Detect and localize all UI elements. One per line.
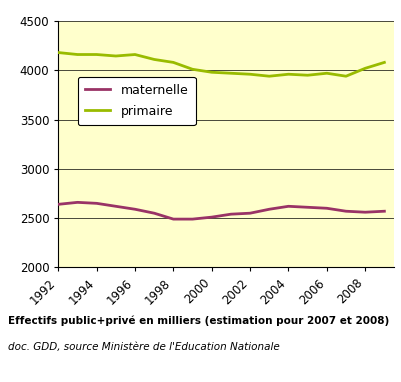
Text: Effectifs public+privé en milliers (estimation pour 2007 et 2008): Effectifs public+privé en milliers (esti… <box>8 315 388 325</box>
Legend: maternelle, primaire: maternelle, primaire <box>78 76 195 125</box>
Text: doc. GDD, source Ministère de l'Education Nationale: doc. GDD, source Ministère de l'Educatio… <box>8 342 279 352</box>
